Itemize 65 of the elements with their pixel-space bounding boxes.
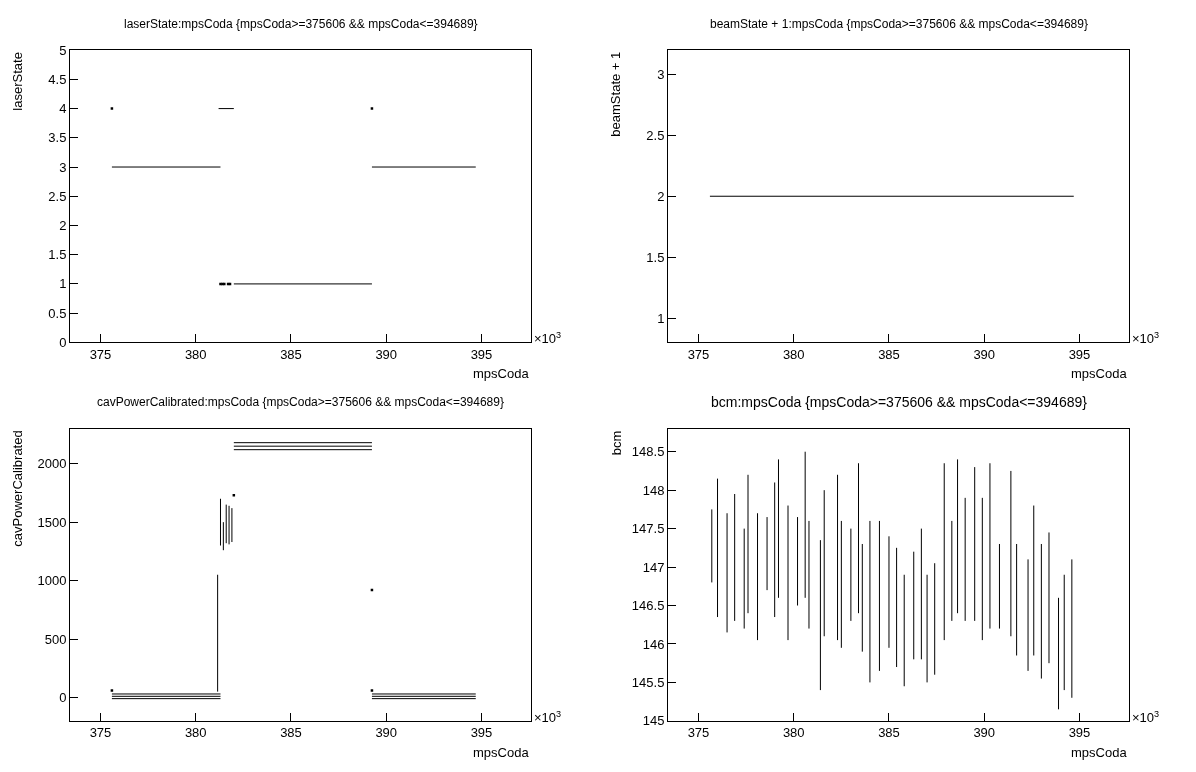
y-tick-label: 4 bbox=[59, 101, 67, 117]
text: ×10$^{3}$ bbox=[1132, 330, 1160, 347]
x-tick-label: 390 bbox=[375, 725, 398, 741]
y-tick-label: 147.5 bbox=[631, 521, 665, 537]
x-tick-label: 385 bbox=[878, 346, 900, 362]
x-tick-label: 385 bbox=[878, 725, 900, 741]
text: ×10$^{3}$ bbox=[1132, 709, 1160, 726]
y-tick-label: 1 bbox=[657, 310, 665, 326]
x-tick-label: 380 bbox=[184, 725, 207, 741]
y-tick-label: 500 bbox=[44, 631, 67, 647]
y-tick-label: 145 bbox=[642, 713, 665, 729]
x-tick-label: 380 bbox=[782, 725, 805, 741]
y-tick-label: 145.5 bbox=[631, 674, 665, 690]
y-axis-title: beamState + 1 bbox=[608, 51, 624, 137]
x-tick-label: 390 bbox=[973, 725, 996, 741]
y-tick-label: 0 bbox=[59, 334, 67, 350]
chart-title: beamState + 1:mpsCoda {mpsCoda>=375606 && mpsCoda<=394689} bbox=[710, 17, 1088, 31]
y-tick-label: 146.5 bbox=[631, 598, 665, 614]
y-tick-label: 4.5 bbox=[48, 71, 67, 87]
x-axis-title: mpsCoda bbox=[473, 745, 530, 760]
chart-title: cavPowerCalibrated:mpsCoda {mpsCoda>=375606 && mpsCoda<=394689} bbox=[97, 395, 504, 409]
x-tick-label: 375 bbox=[687, 725, 710, 741]
x-tick-label: 390 bbox=[375, 346, 398, 362]
y-tick-label: 3.5 bbox=[48, 130, 67, 146]
x-tick-label: 390 bbox=[973, 346, 996, 362]
x-tick-label: 385 bbox=[280, 725, 302, 741]
y-axis-title: bcm bbox=[608, 430, 624, 456]
y-tick-label: 148 bbox=[642, 482, 665, 498]
y-tick-label: 1.5 bbox=[48, 247, 67, 263]
y-tick-label: 2 bbox=[657, 188, 665, 204]
y-tick-label: 3 bbox=[59, 159, 67, 175]
text: ×10$^{3}$ bbox=[534, 330, 562, 347]
x-tick-label: 395 bbox=[470, 725, 493, 741]
x-tick-label: 395 bbox=[470, 346, 493, 362]
y-tick-label: 2.5 bbox=[48, 188, 67, 204]
chart-title: bcm:mpsCoda {mpsCoda>=375606 && mpsCoda<=394689} bbox=[711, 394, 1088, 410]
x-tick-label: 385 bbox=[280, 346, 302, 362]
y-tick-label: 1500 bbox=[37, 514, 67, 530]
y-tick-label: 1.5 bbox=[646, 249, 665, 265]
y-tick-label: 2 bbox=[59, 218, 67, 234]
chart-title: laserState:mpsCoda {mpsCoda>=375606 && mpsCoda<=394689} bbox=[124, 17, 478, 31]
x-tick-label: 380 bbox=[782, 346, 805, 362]
y-tick-label: 2.5 bbox=[646, 127, 665, 143]
x-tick-label: 380 bbox=[184, 346, 207, 362]
y-axis-title: laserState bbox=[10, 52, 26, 111]
y-tick-label: 5 bbox=[59, 42, 67, 58]
y-tick-label: 2000 bbox=[37, 456, 67, 472]
y-tick-label: 3 bbox=[657, 67, 665, 83]
x-axis-title: mpsCoda bbox=[1071, 745, 1128, 760]
y-tick-label: 1 bbox=[59, 276, 67, 292]
x-tick-label: 375 bbox=[687, 346, 710, 362]
x-axis-title: mpsCoda bbox=[473, 366, 530, 381]
y-tick-label: 147 bbox=[642, 559, 665, 575]
x-tick-label: 395 bbox=[1068, 725, 1091, 741]
x-tick-label: 375 bbox=[89, 725, 112, 741]
y-tick-label: 0 bbox=[59, 690, 67, 706]
y-tick-label: 1000 bbox=[37, 573, 67, 589]
text: ×10$^{3}$ bbox=[534, 709, 562, 726]
y-tick-label: 148.5 bbox=[631, 444, 665, 460]
x-axis-title: mpsCoda bbox=[1071, 366, 1128, 381]
y-tick-label: 146 bbox=[642, 636, 665, 652]
x-tick-label: 395 bbox=[1068, 346, 1091, 362]
y-axis-title: cavPowerCalibrated bbox=[10, 430, 26, 547]
y-tick-label: 0.5 bbox=[48, 305, 67, 321]
x-tick-label: 375 bbox=[89, 346, 112, 362]
